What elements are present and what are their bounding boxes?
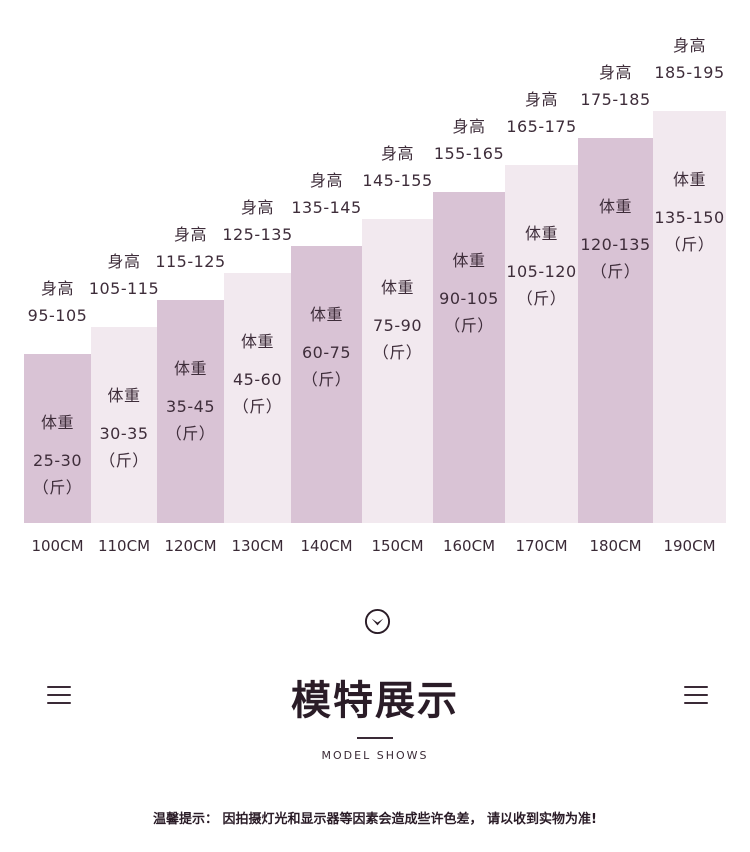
- bar-150cm: [362, 219, 433, 523]
- section-title: 模特展示: [291, 678, 459, 724]
- x-tick-label: 160CM: [442, 537, 496, 555]
- height-range: 175-185: [580, 90, 651, 109]
- bar-190cm: [653, 111, 726, 523]
- weight-label: 体重: [524, 224, 558, 243]
- height-label: 身高: [524, 90, 558, 109]
- x-tick-label: 170CM: [515, 537, 568, 555]
- weight-label: 体重: [380, 278, 414, 297]
- height-label: 身高: [672, 36, 706, 55]
- height-label: 身高: [452, 117, 486, 136]
- color-notice: 温馨提示： 因拍摄灯光和显示器等因素会造成些许色差， 请以收到实物为准!: [153, 812, 597, 827]
- weight-unit: （斤）: [301, 370, 352, 389]
- x-tick-label: 190CM: [663, 537, 716, 555]
- weight-range: 60-75: [302, 343, 351, 362]
- height-label: 身高: [107, 252, 141, 271]
- weight-range: 30-35: [99, 424, 149, 443]
- weight-unit: （斤）: [590, 262, 641, 281]
- weight-unit: （斤）: [516, 289, 567, 308]
- bar-140cm: [291, 246, 362, 523]
- bar-160cm: [433, 192, 505, 523]
- weight-unit: （斤）: [165, 424, 216, 443]
- weight-label: 体重: [452, 251, 486, 270]
- weight-range: 75-90: [373, 316, 422, 335]
- weight-label: 体重: [173, 359, 207, 378]
- height-label: 身高: [40, 279, 74, 298]
- x-tick-label: 100CM: [31, 537, 84, 555]
- weight-unit: （斤）: [664, 235, 715, 254]
- height-range: 95-105: [27, 306, 88, 325]
- weight-range: 105-120: [506, 262, 577, 281]
- x-tick-label: 150CM: [371, 537, 424, 555]
- weight-unit: （斤）: [372, 343, 423, 362]
- x-tick-label: 130CM: [231, 537, 284, 555]
- menu-lines-icon[interactable]: [684, 686, 708, 706]
- height-range: 135-145: [291, 198, 362, 217]
- x-tick-label: 120CM: [164, 537, 217, 555]
- height-label: 身高: [598, 63, 632, 82]
- x-tick-label: 140CM: [300, 537, 353, 555]
- bar-110cm: [91, 327, 157, 523]
- chevron-down-circle-icon[interactable]: [364, 608, 391, 635]
- weight-range: 35-45: [166, 397, 215, 416]
- weight-label: 体重: [40, 413, 74, 432]
- weight-range: 90-105: [439, 289, 499, 308]
- height-label: 身高: [309, 171, 343, 190]
- height-range: 185-195: [654, 63, 725, 82]
- height-range: 105-115: [88, 279, 160, 298]
- height-label: 身高: [240, 198, 274, 217]
- weight-range: 45-60: [233, 370, 282, 389]
- weight-label: 体重: [240, 332, 274, 351]
- bar-100cm: [24, 354, 91, 523]
- height-range: 165-175: [506, 117, 577, 136]
- x-tick-label: 110CM: [97, 537, 151, 555]
- weight-unit: （斤）: [99, 451, 149, 470]
- weight-unit: （斤）: [232, 397, 283, 416]
- weight-label: 体重: [598, 197, 632, 216]
- weight-label: 体重: [672, 170, 706, 189]
- size-chart: 身高 95-105 体重 25-30 （斤） 100CM 身高 105-115 体重 30-35 （…: [24, 36, 726, 555]
- weight-range: 120-135: [580, 235, 651, 254]
- weight-unit: （斤）: [32, 478, 83, 497]
- x-tick-label: 180CM: [589, 537, 642, 555]
- title-underline: [357, 737, 393, 739]
- height-label: 身高: [173, 225, 207, 244]
- height-range: 125-135: [222, 225, 293, 244]
- weight-unit: （斤）: [444, 316, 494, 335]
- height-range: 115-125: [155, 252, 226, 271]
- height-label: 身高: [380, 144, 414, 163]
- section-subtitle: MODEL SHOWS: [321, 749, 429, 762]
- height-range: 145-155: [362, 171, 433, 190]
- bar-120cm: [157, 300, 224, 523]
- bar-130cm: [224, 273, 291, 523]
- weight-range: 25-30: [33, 451, 82, 470]
- bar-170cm: [505, 165, 578, 523]
- height-range: 155-165: [433, 144, 505, 163]
- bar-180cm: [578, 138, 653, 523]
- weight-label: 体重: [107, 386, 141, 405]
- menu-lines-icon[interactable]: [47, 686, 71, 706]
- weight-label: 体重: [309, 305, 343, 324]
- weight-range: 135-150: [654, 208, 725, 227]
